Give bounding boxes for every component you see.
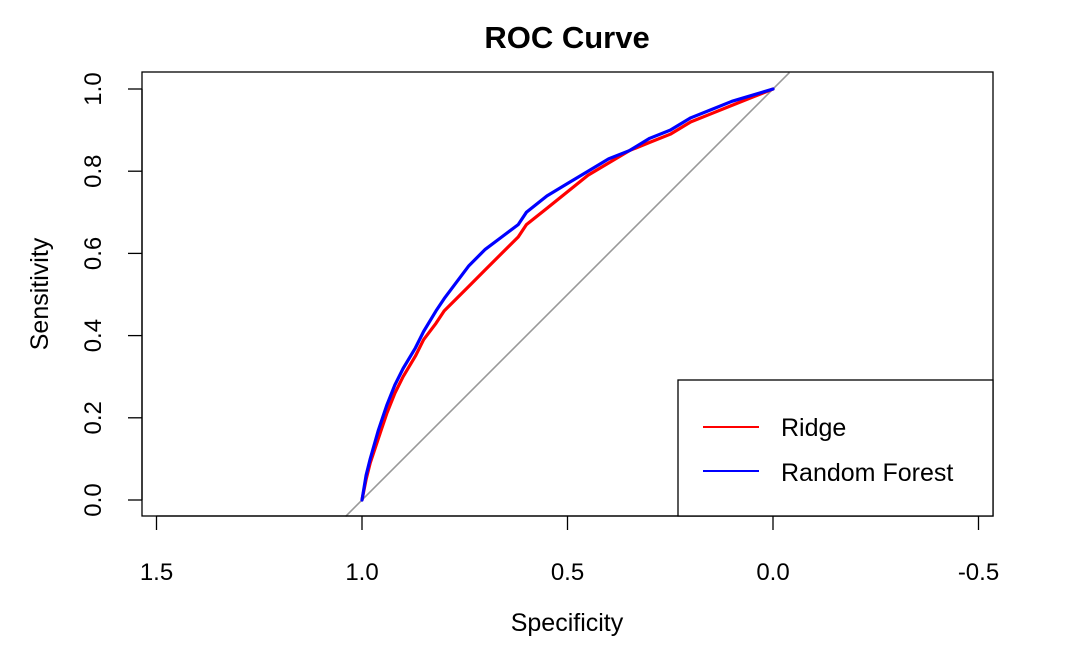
legend-label-ridge: Ridge <box>781 414 846 442</box>
y-tick-label: 0.0 <box>80 483 107 516</box>
chart-title: ROC Curve <box>484 20 649 55</box>
series-line-ridge <box>360 87 775 502</box>
x-tick-label: 1.0 <box>345 559 378 586</box>
x-tick-label: -0.5 <box>958 559 999 586</box>
reference-diagonal-layer <box>344 71 791 518</box>
x-axis-label: Specificity <box>511 609 624 637</box>
series-line-random-forest <box>360 87 775 502</box>
y-axis-label: Sensitivity <box>26 237 54 350</box>
reference-diagonal <box>344 71 791 518</box>
legend-label-random-forest: Random Forest <box>781 459 953 487</box>
x-tick-label: 0.0 <box>756 559 789 586</box>
y-tick-label: 0.8 <box>80 155 107 188</box>
y-axis: 0.0 0.2 0.4 0.6 0.8 1.0 <box>80 72 143 517</box>
legend: Ridge Random Forest <box>677 379 994 517</box>
legend-box <box>677 379 994 517</box>
y-tick-label: 0.6 <box>80 237 107 270</box>
x-axis: 1.5 1.0 0.5 0.0 -0.5 <box>140 515 999 586</box>
y-tick-label: 0.2 <box>80 401 107 434</box>
y-tick-label: 1.0 <box>80 72 107 105</box>
x-tick-label: 1.5 <box>140 559 173 586</box>
series-layer <box>360 87 775 502</box>
x-tick-label: 0.5 <box>551 559 584 586</box>
y-tick-label: 0.4 <box>80 319 107 352</box>
